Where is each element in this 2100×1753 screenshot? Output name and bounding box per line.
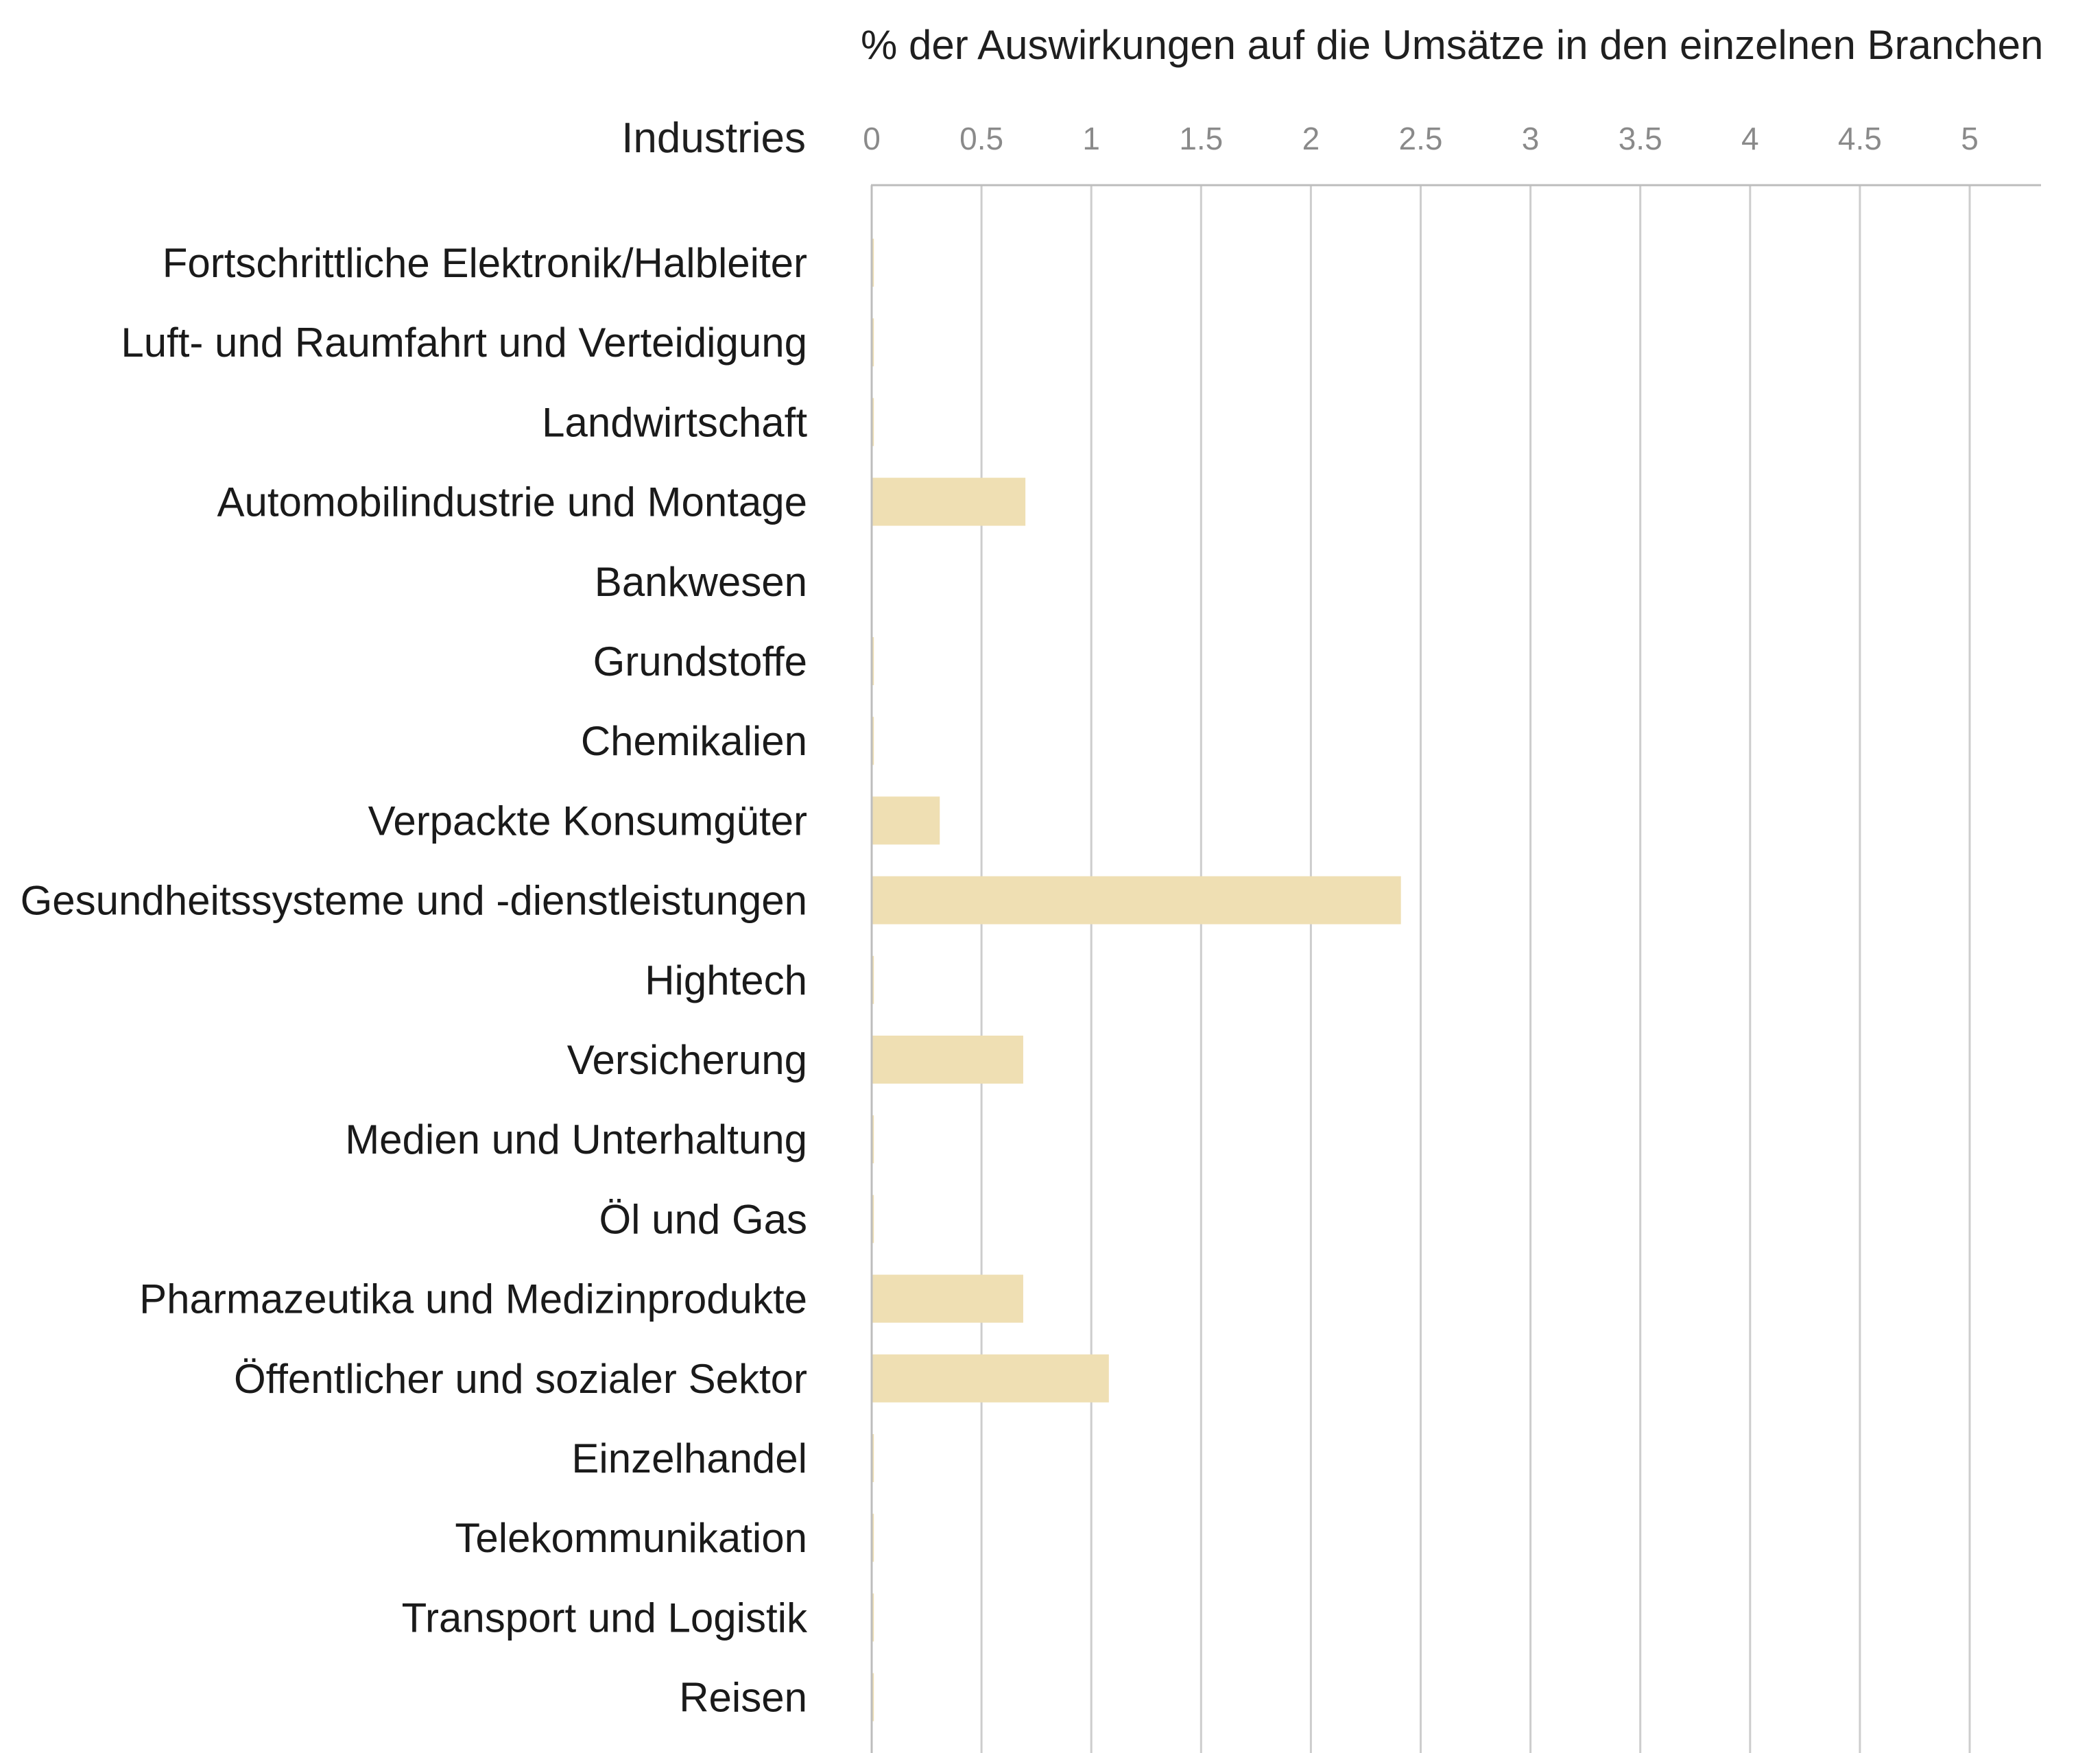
bar [872, 318, 874, 367]
category-label: Pharmazeutika und Medizinprodukte [139, 1276, 807, 1322]
category-label: Luft- und Raumfahrt und Verteidigung [121, 320, 807, 366]
x-tick-labels: 0 0.5 1 1.5 2 2.5 3 3.5 4 4.5 5 [863, 121, 1979, 156]
category-label: Gesundheitssysteme und -dienstleistungen [21, 878, 807, 924]
category-label: Transport und Logistik [402, 1595, 808, 1641]
x-tick-label: 0.5 [959, 121, 1003, 156]
category-label: Automobilindustrie und Montage [217, 479, 807, 525]
bar [872, 1593, 874, 1642]
bar [872, 398, 874, 446]
category-label: Bankwesen [595, 559, 807, 605]
category-label: Hightech [645, 957, 807, 1003]
chart-title: % der Auswirkungen auf die Umsätze in de… [861, 22, 2043, 68]
bar [872, 1354, 1109, 1403]
x-tick-label: 4.5 [1838, 121, 1882, 156]
category-label: Reisen [679, 1675, 807, 1721]
bar [872, 477, 1026, 526]
x-tick-label: 3.5 [1619, 121, 1662, 156]
axes [870, 184, 2041, 1753]
bar [872, 1673, 874, 1721]
bar [872, 876, 1401, 925]
bar [872, 1195, 874, 1243]
category-label: Telekommunikation [455, 1515, 807, 1561]
category-label: Fortschrittliche Elektronik/Halbleiter [163, 240, 807, 286]
bar [872, 1514, 874, 1562]
category-axis-header: Industries [621, 115, 806, 162]
bar [872, 637, 874, 685]
category-label: Grundstoffe [593, 639, 807, 684]
bar [872, 796, 940, 845]
bar [872, 239, 874, 287]
bar [872, 1036, 1023, 1084]
category-label: Medien und Unterhaltung [345, 1117, 807, 1162]
category-label: Landwirtschaft [542, 399, 807, 445]
x-tick-label: 2 [1302, 121, 1320, 156]
bar [872, 955, 874, 1004]
bar [872, 1115, 874, 1164]
bars [872, 239, 1401, 1721]
x-tick-label: 1.5 [1179, 121, 1223, 156]
bar [872, 1274, 1023, 1323]
x-tick-label: 3 [1522, 121, 1540, 156]
x-tick-label: 1 [1082, 121, 1100, 156]
category-label: Chemikalien [581, 718, 807, 764]
gridlines [980, 185, 1971, 1753]
category-labels: Fortschrittliche Elektronik/Halbleiter Lu… [21, 240, 808, 1721]
category-label: Einzelhandel [571, 1435, 807, 1481]
category-label: Versicherung [567, 1037, 807, 1083]
x-tick-label: 0 [863, 121, 881, 156]
x-tick-label: 4 [1741, 121, 1759, 156]
x-tick-label: 5 [1961, 121, 1979, 156]
category-label: Verpackte Konsumgüter [368, 798, 807, 844]
category-label: Öffentlicher und sozialer Sektor [234, 1356, 807, 1402]
bar [872, 1434, 874, 1482]
bar [872, 717, 874, 765]
x-tick-label: 2.5 [1399, 121, 1443, 156]
category-label: Öl und Gas [599, 1196, 808, 1242]
